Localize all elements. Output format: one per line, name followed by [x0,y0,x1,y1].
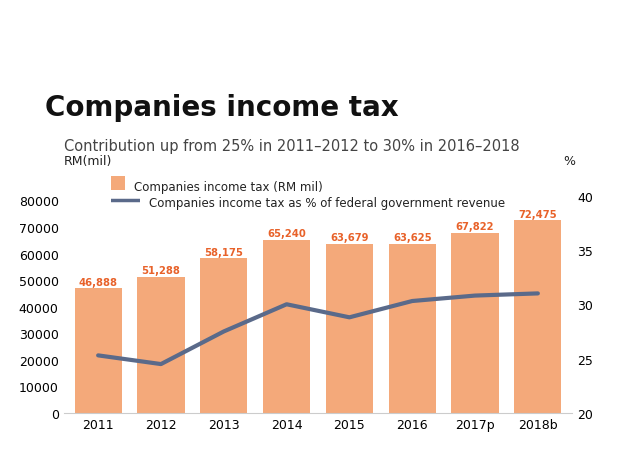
Text: 67,822: 67,822 [456,222,494,232]
Bar [200,259,247,413]
Text: 72,475: 72,475 [518,209,557,219]
Bar [326,244,373,413]
Text: Companies income tax (RM mil): Companies income tax (RM mil) [134,180,322,193]
Bar [263,240,310,413]
Bar [137,277,184,413]
Text: 58,175: 58,175 [204,247,243,257]
Bar [515,221,562,413]
Text: Companies income tax: Companies income tax [45,94,398,122]
Text: 65,240: 65,240 [267,229,306,239]
Bar [74,289,121,413]
Text: %: % [563,155,576,168]
Text: Contribution up from 25% in 2011–2012 to 30% in 2016–2018: Contribution up from 25% in 2011–2012 to… [64,139,519,154]
Text: RM(mil): RM(mil) [64,155,112,168]
Text: 63,625: 63,625 [393,233,432,243]
Text: 46,888: 46,888 [79,277,118,287]
Text: Companies income tax as % of federal government revenue: Companies income tax as % of federal gov… [149,196,506,209]
Text: 51,288: 51,288 [142,265,181,275]
Text: 63,679: 63,679 [330,233,369,243]
Bar [452,233,499,413]
Bar [389,244,436,413]
